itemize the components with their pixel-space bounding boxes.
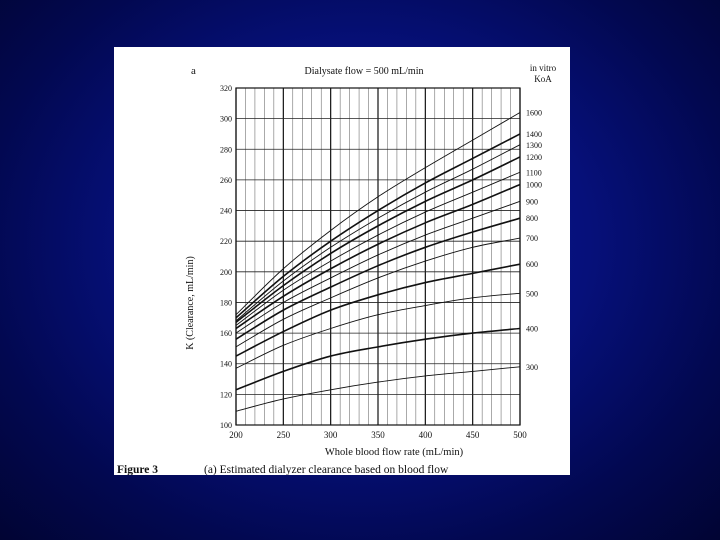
grid (235, 87, 521, 426)
series-line-koa-1400 (235, 133, 521, 319)
x-axis-label: Whole blood flow rate (mL/min) (325, 447, 464, 458)
series-label-koa-300: 300 (526, 363, 538, 372)
series-line-koa-1600 (235, 112, 521, 316)
series-line-koa-500 (235, 292, 521, 369)
x-tick-label: 450 (466, 430, 480, 440)
series-lines (235, 112, 521, 412)
y-tick-label: 260 (220, 176, 232, 185)
series-line-koa-900 (235, 200, 521, 334)
y-tick-label: 160 (220, 329, 232, 338)
panel-label: a (191, 65, 196, 77)
series-label-koa-700: 700 (526, 234, 538, 243)
series-line-koa-600 (235, 263, 521, 357)
legend-title-line2: KoA (534, 74, 552, 84)
y-tick-label: 100 (220, 421, 232, 430)
series-label-koa-800: 800 (526, 214, 538, 223)
y-axis-label: K (Clearance, mL/min) (185, 256, 196, 350)
x-tick-label: 250 (277, 430, 291, 440)
series-label-koa-1400: 1400 (526, 130, 542, 139)
figure-caption-text: (a) Estimated dialyzer clearance based o… (204, 464, 449, 475)
chart-title: Dialysate flow = 500 mL/min (305, 66, 424, 77)
y-tick-label: 280 (220, 145, 232, 154)
x-tick-label: 350 (371, 430, 385, 440)
scanned-figure: 200 250 300 350 400 450 500 100 120 140 160 180 200 2… (114, 47, 570, 475)
y-tick-label: 140 (220, 360, 232, 369)
series-label-koa-400: 400 (526, 324, 538, 333)
series-line-koa-800 (235, 217, 521, 340)
series-label-koa-1200: 1200 (526, 153, 542, 162)
y-tick-label: 120 (220, 390, 232, 399)
y-tick-label: 320 (220, 84, 232, 93)
series-label-koa-500: 500 (526, 289, 538, 298)
x-tick-label: 300 (324, 430, 338, 440)
series-label-koa-600: 600 (526, 260, 538, 269)
y-tick-label: 200 (220, 268, 232, 277)
plot-frame (235, 87, 521, 426)
series-line-koa-1300 (235, 144, 521, 322)
y-tick-label: 220 (220, 237, 232, 246)
x-tick-label: 200 (229, 430, 243, 440)
clearance-chart: 200 250 300 350 400 450 500 100 120 140 160 180 200 2… (117, 63, 557, 475)
y-tick-label: 240 (220, 207, 232, 216)
series-labels: 1600 1400 1300 1200 1100 1000 900 800 700 600 500 4… (526, 109, 542, 372)
series-label-koa-1300: 1300 (526, 141, 542, 150)
series-line-koa-300 (235, 366, 521, 412)
figure-caption-label: Figure 3 (117, 464, 158, 475)
series-label-koa-1000: 1000 (526, 181, 542, 190)
x-tick-label: 500 (513, 430, 527, 440)
legend-title-line1: in vitro (530, 63, 557, 73)
series-line-koa-1200 (235, 156, 521, 323)
y-tick-label: 300 (220, 115, 232, 124)
series-label-koa-1600: 1600 (526, 109, 542, 118)
y-tick-label: 180 (220, 298, 232, 307)
x-tick-label: 400 (419, 430, 433, 440)
series-label-koa-1100: 1100 (526, 168, 542, 177)
series-line-koa-1100 (235, 171, 521, 326)
series-label-koa-900: 900 (526, 197, 538, 206)
series-line-koa-700 (235, 237, 521, 348)
axes: 200 250 300 350 400 450 500 100 120 140 160 180 200 2… (220, 84, 527, 440)
series-line-koa-400 (235, 327, 521, 391)
series-line-koa-1000 (235, 183, 521, 330)
